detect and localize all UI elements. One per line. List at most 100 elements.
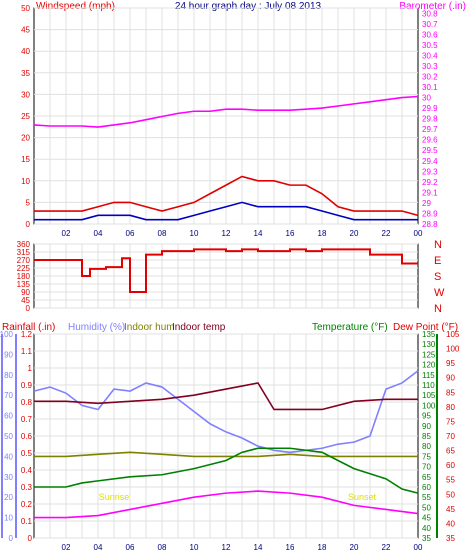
temperature-tick-label: 130 bbox=[422, 340, 436, 349]
dewpoint-tick-label: 65 bbox=[446, 447, 455, 456]
humidity-tick-label: 10 bbox=[4, 514, 13, 523]
temperature-tick-label: 95 bbox=[422, 412, 431, 421]
compass-label: S bbox=[434, 271, 441, 283]
x-tick-label: 06 bbox=[126, 543, 135, 552]
temperature-tick-label: 45 bbox=[422, 514, 431, 523]
x-tick-label: 12 bbox=[222, 543, 231, 552]
barometer-tick-label: 30 bbox=[422, 94, 431, 103]
humidity-tick-label: 40 bbox=[4, 452, 13, 461]
x-tick-label: 12 bbox=[222, 229, 231, 238]
x-tick-label: 02 bbox=[62, 229, 71, 238]
barometer-tick-label: 29.2 bbox=[422, 178, 438, 187]
direction-tick-label: 135 bbox=[17, 280, 31, 289]
windspeed-axis-label: Windspeed (mph) bbox=[36, 1, 115, 12]
rainfall-tick-label: 0.3 bbox=[21, 483, 33, 492]
windspeed-tick-label: 40 bbox=[21, 47, 30, 56]
windspeed-tick-label: 15 bbox=[21, 155, 30, 164]
windspeed-tick-label: 25 bbox=[21, 112, 30, 121]
annotations: Sunrise Sunset bbox=[99, 492, 377, 502]
barometer-tick-label: 30.7 bbox=[422, 20, 438, 29]
barometer-tick-label: 30.2 bbox=[422, 72, 438, 81]
dew-point-line bbox=[34, 490, 419, 519]
rainfall-axis-label: Rainfall (.in) bbox=[2, 322, 55, 333]
temperature-tick-label: 85 bbox=[422, 432, 431, 441]
dewpoint-tick-label: 80 bbox=[446, 403, 455, 412]
rainfall-tick-label: 0.1 bbox=[21, 517, 33, 526]
direction-tick-label: 0 bbox=[26, 304, 31, 313]
x-tick-label: 00 bbox=[414, 229, 423, 238]
indoor-temp-line bbox=[34, 382, 418, 411]
temperature-tick-label: 80 bbox=[422, 442, 431, 451]
x-tick-label: 10 bbox=[190, 229, 199, 238]
x-tick-label: 08 bbox=[158, 543, 167, 552]
barometer-tick-label: 28.8 bbox=[422, 220, 438, 229]
rainfall-tick-label: 0.9 bbox=[21, 381, 33, 390]
barometer-tick-label: 29 bbox=[422, 199, 431, 208]
temperature-tick-label: 120 bbox=[422, 361, 436, 370]
humidity-line bbox=[33, 370, 419, 454]
wind-direction-line bbox=[34, 248, 418, 293]
barometer-tick-label: 29.5 bbox=[422, 146, 438, 155]
dewpoint-tick-label: 55 bbox=[446, 476, 455, 485]
rainfall-tick-label: 0 bbox=[28, 534, 33, 543]
temperature-line bbox=[34, 447, 419, 494]
wind-avg-line bbox=[34, 201, 418, 221]
x-tick-label: 04 bbox=[94, 543, 103, 552]
windspeed-tick-label: 5 bbox=[26, 198, 31, 207]
dewpoint-tick-label: 100 bbox=[446, 345, 460, 354]
windspeed-tick-label: 35 bbox=[21, 69, 30, 78]
humidity-tick-label: 100 bbox=[0, 330, 14, 339]
direction-tick-label: 315 bbox=[17, 248, 31, 257]
x-tick-label: 16 bbox=[286, 229, 295, 238]
indoor-hum-line bbox=[34, 451, 418, 458]
temperature-tick-label: 50 bbox=[422, 503, 431, 512]
x-tick-label: 00 bbox=[414, 543, 423, 552]
indoor-hum-label: Indoor hum bbox=[124, 322, 175, 333]
windspeed-tick-label: 0 bbox=[26, 220, 31, 229]
x-tick-label: 18 bbox=[318, 543, 327, 552]
windspeed-tick-label: 45 bbox=[21, 26, 30, 35]
temperature-tick-label: 70 bbox=[422, 463, 431, 472]
x-tick-label: 14 bbox=[254, 543, 263, 552]
compass-label: E bbox=[434, 255, 441, 267]
barometer-tick-label: 30.8 bbox=[422, 9, 438, 18]
barometer-tick-label: 29.7 bbox=[422, 125, 438, 134]
direction-tick-label: 90 bbox=[21, 288, 30, 297]
rainfall-tick-label: 0.5 bbox=[21, 449, 33, 458]
temperature-tick-label: 65 bbox=[422, 473, 431, 482]
x-tick-label: 10 bbox=[190, 543, 199, 552]
dewpoint-tick-label: 90 bbox=[446, 374, 455, 383]
barometer-tick-label: 29.6 bbox=[422, 136, 438, 145]
sun-annotation: Sunset bbox=[348, 492, 377, 502]
windspeed-tick-label: 50 bbox=[21, 4, 30, 13]
x-tick-label: 02 bbox=[62, 543, 71, 552]
temperature-tick-label: 55 bbox=[422, 493, 431, 502]
rainfall-tick-label: 0.6 bbox=[21, 432, 33, 441]
dewpoint-tick-label: 35 bbox=[446, 534, 455, 543]
humidity-tick-label: 70 bbox=[4, 391, 13, 400]
rainfall-tick-label: 0.8 bbox=[21, 398, 33, 407]
barometer-tick-label: 30.3 bbox=[422, 62, 438, 71]
windspeed-tick-label: 10 bbox=[21, 177, 30, 186]
rainfall-tick-label: 0.4 bbox=[21, 466, 33, 475]
dewpoint-tick-label: 45 bbox=[446, 505, 455, 514]
temperature-tick-label: 75 bbox=[422, 452, 431, 461]
x-tick-label: 18 bbox=[318, 229, 327, 238]
x-tick-label: 04 bbox=[94, 229, 103, 238]
temperature-tick-label: 115 bbox=[422, 371, 435, 380]
x-tick-label: 20 bbox=[350, 543, 359, 552]
humidity-tick-label: 30 bbox=[4, 473, 13, 482]
x-tick-label: 16 bbox=[286, 543, 295, 552]
temperature-tick-label: 90 bbox=[422, 422, 431, 431]
humidity-tick-label: 0 bbox=[9, 534, 14, 543]
rainfall-tick-label: 1.1 bbox=[21, 347, 33, 356]
barometer-tick-label: 29.8 bbox=[422, 115, 438, 124]
compass-label: N bbox=[434, 239, 442, 251]
indoor-temp-label: Indoor temp bbox=[172, 322, 226, 333]
barometer-tick-label: 30.4 bbox=[422, 51, 438, 60]
barometer-axis-label: Barometer (.in) bbox=[399, 1, 466, 12]
humidity-tick-label: 90 bbox=[4, 350, 13, 359]
temperature-tick-label: 110 bbox=[422, 381, 435, 390]
